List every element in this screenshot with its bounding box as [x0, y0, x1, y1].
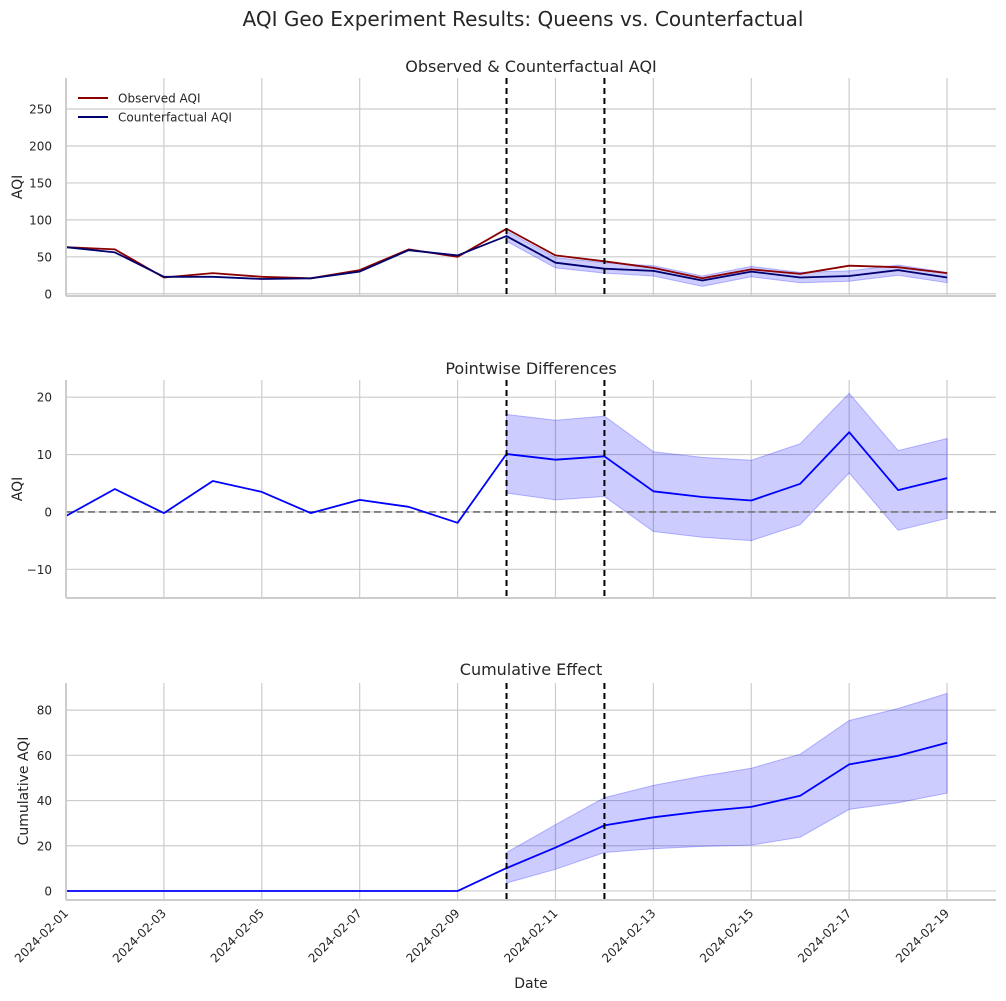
- panel-1-title: Pointwise Differences: [445, 359, 616, 378]
- panel-2-ylabel: Cumulative AQI: [16, 737, 32, 846]
- panel-1-lines: [65, 380, 996, 598]
- panel-cumulative-effect: 0 20 40 60 80 Cumulative Effect Cumulative A…: [12, 660, 996, 992]
- panel-pointwise-differences: −10 0 10 20 Pointwise Differences AQI: [10, 359, 996, 599]
- x-tick-label: 2024-02-07: [306, 906, 365, 965]
- confidence-band: [506, 692, 948, 884]
- x-tick-label: 2024-02-03: [110, 906, 169, 965]
- panel-0-band: [506, 230, 948, 287]
- x-tick-label: 2024-02-09: [403, 906, 462, 965]
- panel-2-xticklabels: 2024-02-01 2024-02-03 2024-02-05 2024-02-07…: [12, 906, 952, 965]
- y-tick-label: 0: [44, 505, 52, 519]
- y-tick-label: −10: [27, 563, 52, 577]
- y-tick-label: 80: [37, 704, 52, 718]
- y-tick-label: 150: [29, 176, 52, 190]
- legend-observed-label: Observed AQI: [118, 92, 201, 106]
- y-tick-label: 20: [37, 839, 52, 853]
- y-tick-label: 0: [44, 287, 52, 301]
- panel-2-lines: [66, 683, 948, 900]
- panel-1-axes: −10 0 10 20: [27, 380, 996, 599]
- figure-title: AQI Geo Experiment Results: Queens vs. C…: [243, 7, 804, 31]
- panel-1-ylabel: AQI: [10, 477, 26, 501]
- x-tick-label: 2024-02-19: [893, 906, 952, 965]
- x-tick-label: 2024-02-05: [208, 906, 267, 965]
- y-tick-label: 10: [37, 448, 52, 462]
- y-tick-label: 50: [37, 250, 52, 264]
- y-tick-label: 20: [37, 391, 52, 405]
- y-tick-label: 0: [44, 884, 52, 898]
- panel-2-axes: 0 20 40 60 80: [37, 683, 996, 901]
- panel-0-title: Observed & Counterfactual AQI: [405, 57, 657, 76]
- panel-0-grid: [65, 78, 996, 296]
- y-tick-label: 100: [29, 213, 52, 227]
- series-line: [65, 235, 948, 282]
- panel-1-band: [506, 392, 948, 542]
- y-tick-label: 200: [29, 139, 52, 153]
- panel-2-band: [506, 692, 948, 884]
- panel-0-lines: [65, 78, 948, 296]
- x-tick-label: 2024-02-01: [12, 906, 71, 965]
- confidence-band: [506, 392, 948, 542]
- panel-observed-counterfactual: 0 50 100 150 200 250 Observed & Counterfactua…: [10, 57, 996, 301]
- y-tick-label: 40: [37, 794, 52, 808]
- legend: Observed AQI Counterfactual AQI: [78, 92, 232, 125]
- legend-counterfactual-label: Counterfactual AQI: [118, 111, 232, 125]
- x-tick-label: 2024-02-13: [599, 906, 658, 965]
- panel-2-title: Cumulative Effect: [460, 660, 602, 679]
- panel-0-ylabel: AQI: [10, 175, 26, 199]
- x-axis-label: Date: [514, 976, 547, 992]
- x-tick-label: 2024-02-17: [795, 906, 854, 965]
- x-tick-label: 2024-02-15: [697, 906, 756, 965]
- x-tick-label: 2024-02-11: [501, 906, 560, 965]
- panel-0-axes: 0 50 100 150 200 250: [29, 78, 996, 301]
- y-tick-label: 250: [29, 103, 52, 117]
- confidence-band: [506, 230, 948, 287]
- y-tick-label: 60: [37, 749, 52, 763]
